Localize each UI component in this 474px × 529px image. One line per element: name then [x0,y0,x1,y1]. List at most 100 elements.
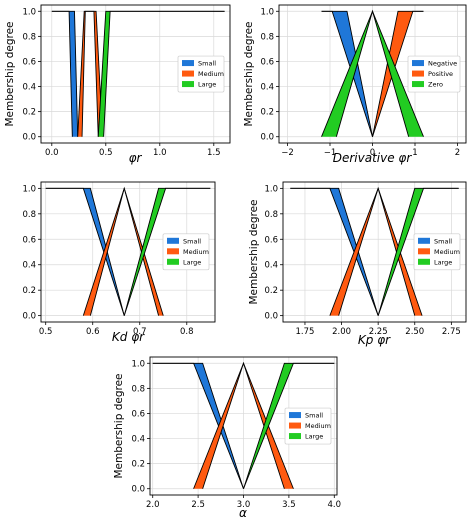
x-axis-label: φr [129,151,143,165]
series-outline-large-lower [103,10,225,137]
y-tick-label: 0.8 [264,210,278,220]
series-outline-small-lower [51,10,73,137]
series-outline-medium-lower [202,361,285,489]
x-tick-label: −2 [281,148,294,158]
y-tick-label: 0.0 [264,312,278,322]
x-tick-label: 4.0 [328,500,342,510]
legend-swatch-small [418,237,430,244]
legend-swatch-medium [167,248,179,255]
x-tick-label: 0 [370,148,375,158]
x-axis-label: Kp φr [358,333,391,347]
y-tick-label: 0.8 [22,32,36,42]
series-band-positive [372,11,424,137]
y-tick-label: 1.0 [22,184,36,194]
legend-label: Small [305,412,323,420]
x-axis-label: Kd φr [112,330,145,344]
x-tick-label: 1.0 [153,148,167,158]
legend-swatch-small [182,60,194,67]
plot-frame [40,4,231,144]
series-outline-zero-lower [321,10,424,137]
y-tick-label: 0.2 [131,460,145,470]
x-tick-label: 0.8 [180,327,194,337]
series-band-medium [77,11,103,137]
y-tick-label: 0.8 [260,32,274,42]
x-tick-label: 0.5 [99,148,113,158]
legend-swatch-medium [418,248,430,255]
chart-panel-2: −2 −1 0 1 2 0.0 0.2 0.4 0.6 0.8 1.0 Derivative φr Me… [243,4,467,165]
legend-label: Medium [434,248,460,256]
y-tick-label: 1.0 [264,184,278,194]
x-tick-label: 3.5 [282,500,296,510]
x-axis-label: α [239,506,247,520]
y-tick-label: 0.4 [260,83,274,93]
series-band-medium [329,188,423,316]
legend-swatch-medium [182,70,194,77]
chart-panel-1: 0.0 0.5 1.0 1.5 0.0 0.2 0.4 0.6 0.8 1.0 φr Membersh… [4,4,231,165]
y-tick-label: 1.0 [260,7,274,17]
y-axis-label: Membership degree [4,21,16,126]
x-tick-label: −1 [324,148,337,158]
series-band-negative [321,11,373,137]
series-band-small [51,11,78,137]
series-outline-small-lower [152,362,244,489]
x-tick-label: 2.25 [369,327,388,337]
legend-label: Medium [198,70,224,78]
y-tick-label: 0.8 [22,210,36,220]
legend-label: Large [198,81,216,89]
plot-frame [40,181,216,323]
legend-swatch-zero [412,81,424,88]
legend-swatch-small [289,412,301,419]
y-tick-label: 0.6 [22,235,36,245]
y-tick-label: 1.0 [131,359,145,369]
series-outline-large-lower [123,187,211,316]
legend-swatch-small [167,237,179,244]
y-tick-label: 0.6 [22,57,36,67]
x-tick-label: 0.7 [133,327,147,337]
series-outline-large-lower [377,187,459,316]
x-tick-label: 2.75 [442,327,461,337]
legend-label: Medium [305,422,331,430]
x-tick-label: 2.0 [146,500,160,510]
x-tick-label: 1.5 [207,148,221,158]
chart-panel-5: 2.0 2.5 3.0 3.5 4.0 0.0 0.2 0.4 0.6 0.8 1.0 α Member… [113,356,342,520]
y-tick-label: 0.4 [22,261,36,271]
legend-label: Zero [428,81,443,89]
series-outline-small-lower [290,187,379,316]
y-tick-label: 0.4 [22,83,36,93]
legend-label: Medium [183,248,209,256]
legend-swatch-positive [412,70,424,77]
y-tick-label: 0.0 [22,133,36,143]
y-tick-label: 0.4 [264,261,278,271]
chart-panel-3: 0.5 0.6 0.7 0.8 0.0 0.2 0.4 0.6 0.8 1.0 Kd φr Small… [22,181,216,344]
series-band-zero [321,11,424,137]
x-tick-label: 1 [412,148,417,158]
series-outline-medium-lower [81,10,99,137]
y-axis-label: Membership degree [243,21,255,126]
y-tick-label: 0.0 [22,312,36,322]
y-tick-label: 0.6 [131,409,145,419]
legend-swatch-medium [289,422,301,429]
legend-label: Large [305,433,323,441]
legend-label: Small [434,237,452,245]
x-tick-label: 3.0 [237,500,251,510]
legend-label: Negative [428,60,457,68]
legend-swatch-large [289,433,301,440]
x-axis-label: Derivative φr [333,151,413,165]
y-tick-label: 0.2 [264,286,278,296]
y-tick-label: 0.6 [264,235,278,245]
y-tick-label: 0.6 [260,57,274,67]
series-outline-small-lower [45,187,125,316]
y-tick-label: 0.2 [22,286,36,296]
series-outline-positive-lower [372,10,424,137]
legend-label: Positive [428,70,453,78]
y-tick-label: 0.8 [131,384,145,394]
x-tick-label: 2.50 [405,327,424,337]
plot-frame [282,181,467,323]
y-tick-label: 0.2 [260,108,274,118]
series-band-medium [193,363,294,489]
x-tick-label: 2.00 [332,327,351,337]
series-outline-medium-lower [89,186,160,316]
x-tick-label: 0.6 [86,327,100,337]
y-tick-label: 0.2 [22,108,36,118]
